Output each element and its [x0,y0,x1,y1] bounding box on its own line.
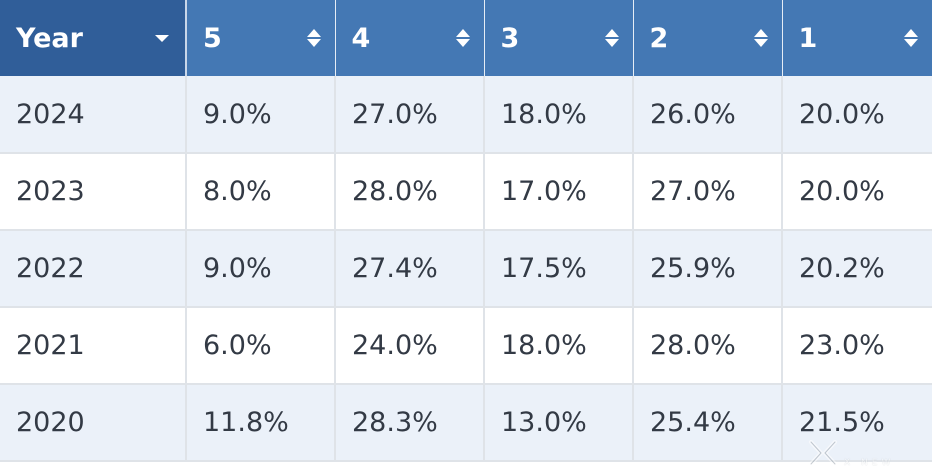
column-header-year[interactable]: Year [0,0,187,76]
sort-icon[interactable] [753,28,768,48]
cell-value: 9.0% [186,76,336,154]
column-header-label: 5 [203,22,222,54]
cell-value: 26.0% [633,76,783,154]
table-body: 2024 9.0% 27.0% 18.0% 26.0% 20.0% 2023 8… [0,76,932,462]
cell-value: 25.4% [633,384,783,462]
cell-year: 2023 [0,153,187,231]
cell-value: 28.0% [633,307,783,385]
table-row: 2022 9.0% 27.4% 17.5% 25.9% 20.2% [0,230,932,308]
column-header-label: 1 [798,22,818,54]
cell-year: 2024 [0,76,187,154]
column-header-1[interactable]: 1 [782,0,932,76]
cell-year: 2022 [0,230,187,308]
caret-down-icon[interactable] [155,34,169,42]
cell-value: 18.0% [484,76,634,154]
sort-icon[interactable] [306,28,321,48]
table-row: 2020 11.8% 28.3% 13.0% 25.4% 21.5% [0,384,932,462]
cell-value: 20.0% [782,153,932,231]
cell-value: 13.0% [484,384,634,462]
cell-value: 20.2% [782,230,932,308]
cell-value: 27.0% [633,153,783,231]
watermark-text: X NEW [844,458,895,468]
cell-value: 8.0% [186,153,336,231]
column-header-4[interactable]: 4 [335,0,485,76]
cell-value: 17.5% [484,230,634,308]
cell-value: 9.0% [186,230,336,308]
table-row: 2024 9.0% 27.0% 18.0% 26.0% 20.0% [0,76,932,154]
column-header-3[interactable]: 3 [484,0,634,76]
header-row: Year 5 4 3 [0,0,932,76]
table-header: Year 5 4 3 [0,0,932,76]
cell-value: 28.3% [335,384,485,462]
cell-value: 21.5% [782,384,932,462]
column-header-label: 3 [500,22,520,54]
data-table: Year 5 4 3 [0,0,932,462]
cell-value: 24.0% [335,307,485,385]
cell-value: 28.0% [335,153,485,231]
watermark-logo-icon [809,440,837,466]
cell-value: 20.0% [782,76,932,154]
cell-value: 23.0% [782,307,932,385]
sort-icon[interactable] [455,28,470,48]
cell-value: 25.9% [633,230,783,308]
cell-value: 18.0% [484,307,634,385]
column-header-label: 4 [351,22,371,54]
cell-value: 17.0% [484,153,634,231]
column-header-label: Year [16,22,83,54]
table-row: 2023 8.0% 28.0% 17.0% 27.0% 20.0% [0,153,932,231]
column-header-5[interactable]: 5 [186,0,336,76]
sort-icon[interactable] [604,28,619,48]
cell-year: 2020 [0,384,187,462]
cell-value: 6.0% [186,307,336,385]
cell-value: 11.8% [186,384,336,462]
sort-icon[interactable] [904,28,918,48]
cell-year: 2021 [0,307,187,385]
table-row: 2021 6.0% 24.0% 18.0% 28.0% 23.0% [0,307,932,385]
watermark: X NEW [808,436,928,472]
column-header-2[interactable]: 2 [633,0,783,76]
cell-value: 27.4% [335,230,485,308]
cell-value: 27.0% [335,76,485,154]
column-header-label: 2 [649,22,669,54]
